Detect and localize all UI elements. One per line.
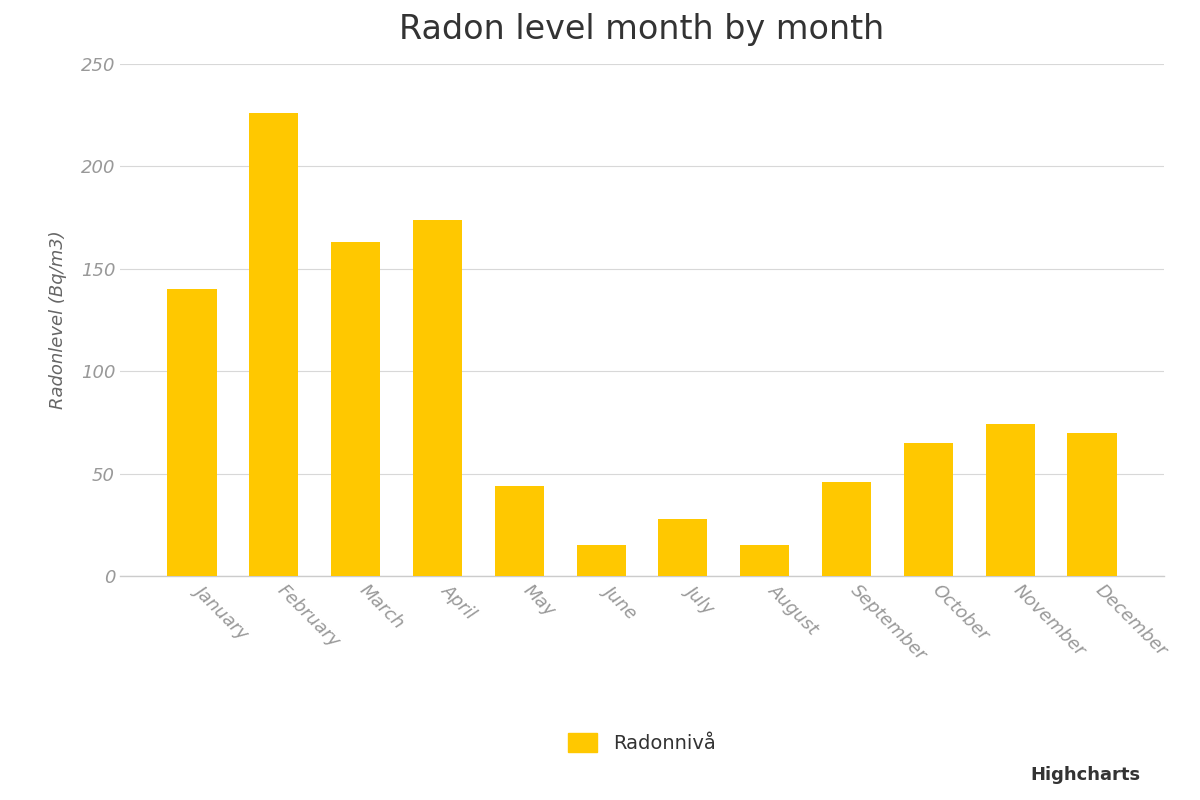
Bar: [904, 443, 953, 576]
Bar: [413, 220, 462, 576]
Text: Highcharts: Highcharts: [1030, 766, 1140, 784]
Bar: [168, 290, 216, 576]
Legend: Radonnivå: Radonnivå: [560, 725, 724, 761]
Bar: [985, 425, 1034, 576]
Bar: [740, 546, 790, 576]
Bar: [331, 242, 380, 576]
Bar: [822, 482, 871, 576]
Title: Radon level month by month: Radon level month by month: [400, 13, 884, 46]
Bar: [659, 518, 708, 576]
Bar: [250, 113, 299, 576]
Bar: [494, 486, 544, 576]
Bar: [576, 546, 625, 576]
Y-axis label: Radonlevel (Bq/m3): Radonlevel (Bq/m3): [49, 230, 67, 410]
Bar: [1068, 433, 1116, 576]
